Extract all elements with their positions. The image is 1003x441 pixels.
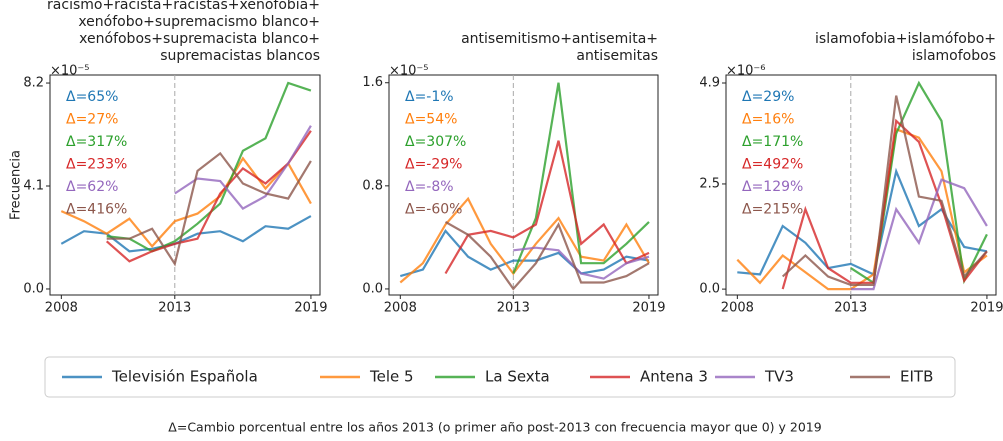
delta-label: Δ=307% bbox=[405, 134, 466, 150]
delta-label: Δ=65% bbox=[66, 89, 118, 105]
x-tick-label: 2019 bbox=[970, 301, 1003, 316]
legend-label: Antena 3 bbox=[640, 368, 708, 386]
x-tick-label: 2013 bbox=[158, 301, 191, 316]
y-tick-label: 1.6 bbox=[362, 75, 383, 90]
series-line bbox=[850, 178, 988, 291]
delta-label: Δ=492% bbox=[742, 157, 803, 173]
delta-label: Δ=317% bbox=[66, 134, 127, 150]
y-axis-label: Frecuencia bbox=[9, 150, 24, 220]
delta-label: Δ=-29% bbox=[405, 157, 462, 173]
series-line bbox=[105, 130, 312, 263]
chart-title: xenófobos+supremacista blanco+ bbox=[79, 31, 320, 47]
y-multiplier: ×10⁻⁶ bbox=[726, 64, 766, 79]
plot-frame bbox=[725, 74, 997, 296]
series-line bbox=[513, 246, 650, 280]
legend-label: La Sexta bbox=[485, 368, 550, 386]
y-tick-label: 0.8 bbox=[362, 178, 383, 193]
series-line bbox=[444, 220, 650, 291]
series-line bbox=[444, 140, 650, 275]
x-tick-label: 2019 bbox=[294, 301, 327, 316]
legend-label: EITB bbox=[900, 368, 933, 386]
chart-title: antisemitismo+antisemita+ bbox=[461, 31, 658, 47]
y-tick-label: 2.5 bbox=[699, 176, 720, 191]
series-line bbox=[60, 215, 312, 253]
delta-label: Δ=27% bbox=[66, 112, 118, 128]
series-line bbox=[399, 196, 650, 284]
delta-label: Δ=16% bbox=[742, 112, 794, 128]
delta-label: Δ=171% bbox=[742, 134, 803, 150]
series-line bbox=[781, 95, 988, 286]
y-tick-label: 0.0 bbox=[362, 281, 383, 296]
delta-label: Δ=215% bbox=[742, 202, 803, 218]
series-line bbox=[106, 81, 312, 253]
y-multiplier: ×10⁻⁵ bbox=[389, 64, 429, 79]
y-tick-label: 0.0 bbox=[23, 281, 44, 296]
x-tick-label: 2008 bbox=[384, 301, 417, 316]
y-tick-label: 0.0 bbox=[699, 282, 720, 297]
delta-label: Δ=62% bbox=[66, 179, 118, 195]
series-line bbox=[106, 151, 312, 267]
x-tick-label: 2008 bbox=[45, 301, 78, 316]
series-line bbox=[850, 80, 988, 285]
series-line bbox=[781, 118, 988, 290]
x-tick-label: 2013 bbox=[497, 301, 530, 316]
plot-frame bbox=[49, 74, 321, 296]
chart-title: islamofobia+islamófobo+ bbox=[815, 31, 996, 47]
plot-frame bbox=[388, 74, 659, 296]
legend-frame bbox=[44, 356, 956, 398]
x-tick-label: 2013 bbox=[834, 301, 867, 316]
delta-label: Δ=233% bbox=[66, 157, 127, 173]
delta-label: Δ=-60% bbox=[405, 202, 462, 218]
delta-label: Δ=416% bbox=[66, 202, 127, 218]
chart-title: antisemitas bbox=[576, 48, 658, 64]
delta-label: Δ=54% bbox=[405, 112, 457, 128]
series-line bbox=[174, 125, 312, 211]
x-tick-label: 2008 bbox=[721, 301, 754, 316]
chart-title: supremacistas blancos bbox=[160, 48, 320, 64]
y-multiplier: ×10⁻⁵ bbox=[50, 64, 90, 79]
chart-title: xenófobo+supremacismo blanco+ bbox=[78, 14, 320, 30]
y-tick-label: 4.9 bbox=[699, 75, 720, 90]
chart-title: racismo+racista+racistas+xenofobia+ bbox=[47, 0, 320, 13]
chart-title: islamofobos bbox=[912, 48, 996, 64]
series-line bbox=[512, 82, 650, 274]
series-line bbox=[399, 229, 650, 278]
delta-label: Δ=29% bbox=[742, 89, 794, 105]
y-tick-label: 4.1 bbox=[23, 179, 44, 194]
caption: Δ=Cambio porcentual entre los años 2013 … bbox=[168, 420, 821, 435]
y-tick-label: 8.2 bbox=[23, 76, 44, 91]
legend-label: TV3 bbox=[764, 368, 794, 386]
legend-label: Televisión Española bbox=[111, 368, 258, 386]
legend-label: Tele 5 bbox=[369, 368, 414, 386]
delta-label: Δ=-1% bbox=[405, 89, 454, 105]
delta-label: Δ=-8% bbox=[405, 179, 454, 195]
delta-label: Δ=129% bbox=[742, 179, 803, 195]
x-tick-label: 2019 bbox=[632, 301, 665, 316]
